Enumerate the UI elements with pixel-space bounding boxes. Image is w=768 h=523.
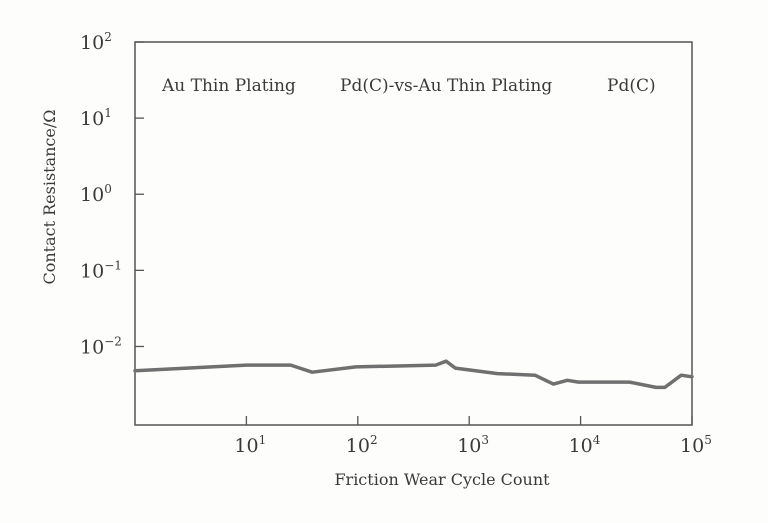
x-tick-label: 105 — [680, 433, 712, 457]
x-tick-label: 104 — [569, 433, 601, 457]
series-line — [133, 359, 694, 390]
y-tick-label: 100 — [80, 182, 112, 206]
y-tick-label: 102 — [80, 30, 112, 54]
annotation-pd-vs-au: Pd(C)-vs-Au Thin Plating — [340, 76, 552, 96]
plot-frame — [134, 41, 693, 426]
y-tick-label: 10−1 — [80, 258, 122, 282]
y-tick-label: 10−2 — [80, 334, 122, 358]
x-tick-label: 103 — [457, 433, 489, 457]
y-tick-label: 101 — [80, 106, 112, 130]
x-axis-label: Friction Wear Cycle Count — [334, 470, 550, 489]
annotation-pd: Pd(C) — [607, 76, 656, 96]
y-axis-label: Contact Resistance/Ω — [40, 109, 59, 284]
annotation-au: Au Thin Plating — [161, 76, 296, 96]
x-tick-label: 101 — [234, 433, 266, 457]
x-tick-label: 102 — [346, 433, 378, 457]
